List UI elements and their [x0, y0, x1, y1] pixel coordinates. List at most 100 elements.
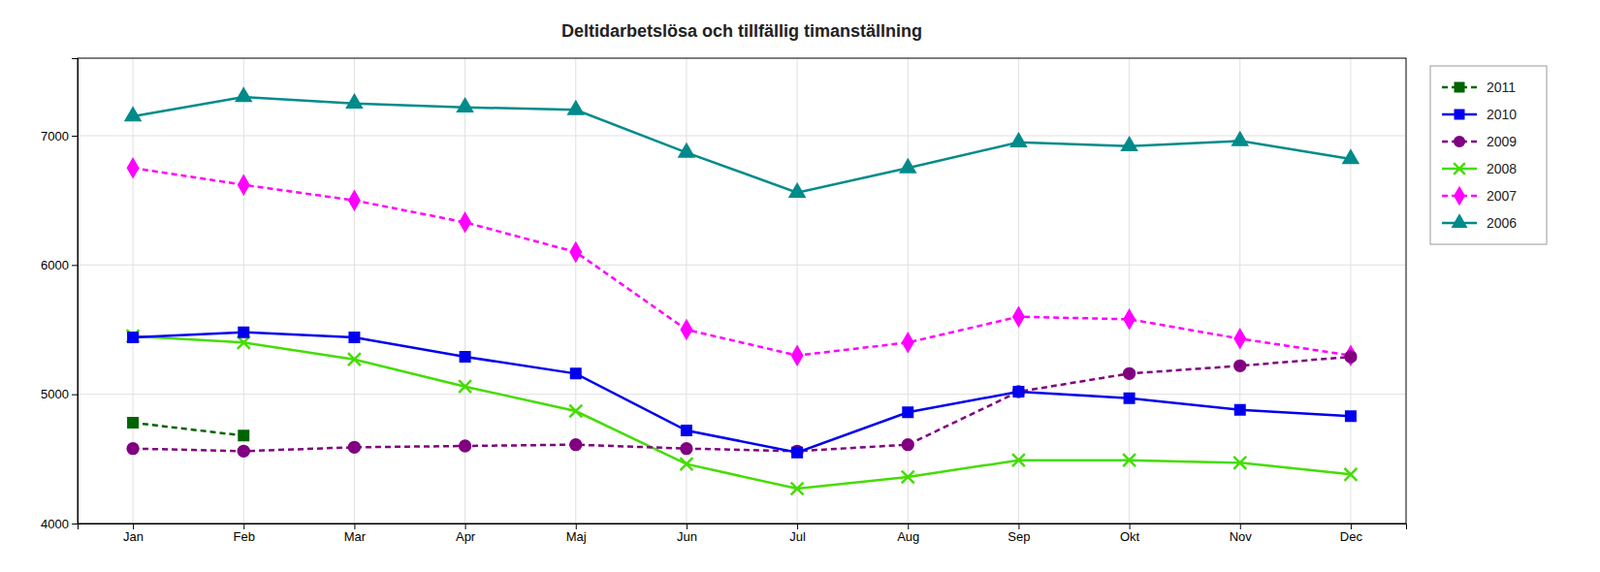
x-tick-label: Jul — [789, 529, 806, 544]
point — [125, 107, 141, 122]
point — [1344, 346, 1356, 366]
y-axis: 4000 5000 6000 7000 — [40, 59, 78, 532]
point — [127, 159, 138, 179]
y-tick-label: 6000 — [40, 257, 69, 273]
legend-label: 2009 — [1486, 133, 1517, 150]
point — [238, 430, 249, 441]
legend-item: 2007 — [1441, 187, 1517, 205]
point — [1345, 411, 1356, 421]
series-line — [132, 96, 1351, 193]
y-tick: 6000 — [40, 257, 78, 273]
point — [570, 242, 581, 262]
x-tick: Feb — [233, 523, 256, 544]
point — [128, 417, 138, 428]
grid-line-x — [1018, 58, 1020, 524]
point — [1121, 136, 1138, 151]
x-tick: Jun — [676, 523, 698, 544]
point — [348, 352, 361, 366]
legend-item: 2009 — [1441, 133, 1517, 150]
point — [1235, 404, 1246, 415]
x-tick-mark — [1240, 523, 1242, 530]
y-tick-mark — [71, 523, 78, 525]
point — [902, 333, 914, 353]
point — [791, 346, 802, 366]
x-tick: Dec — [1340, 523, 1364, 544]
grid-line-y — [77, 393, 1407, 395]
grid — [77, 58, 1407, 524]
series — [128, 417, 250, 442]
point — [679, 457, 693, 471]
x-tick-mark — [1350, 523, 1352, 530]
grid-line-x — [1128, 58, 1130, 524]
legend-item: 2008 — [1441, 160, 1517, 177]
point — [459, 213, 471, 233]
y-tick-label: 7000 — [40, 128, 69, 144]
point — [571, 368, 581, 379]
legend-symbol — [1454, 82, 1464, 92]
y-tick: 4000 — [40, 516, 78, 532]
x-tick-label: Okt — [1120, 529, 1141, 544]
point — [237, 336, 251, 350]
grid-line-x — [907, 58, 909, 524]
point — [127, 443, 139, 455]
point — [680, 320, 692, 340]
point — [568, 100, 584, 115]
point — [680, 443, 693, 455]
x-tick: Okt — [1120, 523, 1141, 544]
legend-box — [1430, 65, 1547, 245]
point — [901, 439, 914, 451]
point — [457, 97, 474, 112]
x-tick-label: Jan — [123, 529, 144, 544]
point — [678, 143, 695, 158]
y-tick-label: 4000 — [40, 516, 69, 532]
point — [1123, 310, 1135, 330]
plot-frame — [77, 58, 1407, 524]
x-tick-label: Sep — [1007, 529, 1030, 544]
x-tick-label: Feb — [233, 529, 256, 544]
legend-item: 2006 — [1441, 215, 1517, 231]
point — [569, 405, 582, 418]
y-axis-line — [71, 59, 79, 525]
x-axis-line — [78, 524, 1408, 531]
x-tick-label: Aug — [896, 529, 920, 544]
point — [349, 191, 360, 211]
point — [902, 407, 913, 417]
point — [458, 380, 472, 393]
series — [127, 329, 1358, 495]
x-tick-label: Apr — [455, 529, 477, 544]
series — [125, 88, 1359, 197]
x-tick-mark — [576, 523, 577, 530]
legend-item: 2011 — [1441, 79, 1516, 96]
series-layer — [125, 88, 1359, 496]
point — [346, 94, 362, 108]
x-tick: Maj — [566, 523, 587, 544]
x-tick-label: Dec — [1340, 529, 1364, 544]
y-tick-label: 5000 — [40, 386, 69, 402]
point — [791, 482, 804, 496]
legend-symbol — [1454, 187, 1465, 205]
chart: JanFebMarAprMajJunJulAugSepOktNovDec4000… — [0, 0, 1600, 572]
grid-line-x — [464, 58, 466, 524]
y-tick-mark — [71, 394, 78, 396]
x-tick-mark — [353, 523, 355, 530]
point — [127, 329, 140, 343]
legend-item: 2010 — [1441, 106, 1517, 123]
x-tick-mark — [1129, 523, 1131, 530]
legend-label: 2006 — [1486, 215, 1517, 231]
x-axis: JanFebMarAprMajJunJulAugSepOktNovDec — [78, 523, 1408, 544]
series-line — [132, 422, 244, 436]
point — [348, 441, 360, 453]
point — [1010, 132, 1026, 147]
point — [1012, 385, 1024, 398]
point — [1122, 453, 1136, 467]
legend-symbol — [1454, 136, 1466, 148]
point — [1123, 367, 1136, 380]
x-tick: Aug — [896, 523, 920, 544]
series — [127, 159, 1356, 366]
y-tick: 5000 — [40, 386, 78, 402]
y-tick-mark — [71, 135, 78, 137]
point — [901, 471, 915, 484]
legend-symbol — [1453, 162, 1466, 175]
x-tick-mark — [243, 523, 245, 530]
legend-label: 2011 — [1486, 79, 1516, 96]
